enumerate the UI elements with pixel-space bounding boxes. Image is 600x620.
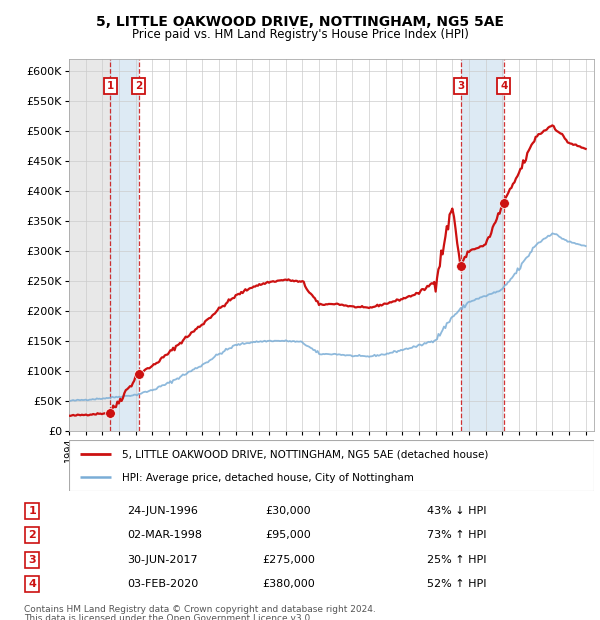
Text: HPI: Average price, detached house, City of Nottingham: HPI: Average price, detached house, City… bbox=[121, 473, 413, 483]
FancyBboxPatch shape bbox=[69, 440, 594, 491]
Text: 5, LITTLE OAKWOOD DRIVE, NOTTINGHAM, NG5 5AE: 5, LITTLE OAKWOOD DRIVE, NOTTINGHAM, NG5… bbox=[96, 16, 504, 30]
Text: 2: 2 bbox=[135, 81, 142, 91]
Text: 2: 2 bbox=[28, 530, 36, 540]
Text: £95,000: £95,000 bbox=[266, 530, 311, 540]
Text: 24-JUN-1996: 24-JUN-1996 bbox=[127, 506, 198, 516]
Text: £30,000: £30,000 bbox=[266, 506, 311, 516]
Bar bbox=[69, 59, 110, 431]
Bar bbox=[461, 59, 504, 431]
Text: 4: 4 bbox=[500, 81, 508, 91]
Bar bbox=[110, 59, 139, 431]
Text: Price paid vs. HM Land Registry's House Price Index (HPI): Price paid vs. HM Land Registry's House … bbox=[131, 28, 469, 41]
Text: 1: 1 bbox=[107, 81, 114, 91]
Text: 3: 3 bbox=[457, 81, 464, 91]
Bar bbox=[69, 59, 110, 431]
Text: £275,000: £275,000 bbox=[262, 555, 315, 565]
Text: 3: 3 bbox=[28, 555, 36, 565]
Text: 25% ↑ HPI: 25% ↑ HPI bbox=[427, 555, 486, 565]
Text: 73% ↑ HPI: 73% ↑ HPI bbox=[427, 530, 486, 540]
Text: 52% ↑ HPI: 52% ↑ HPI bbox=[427, 579, 486, 589]
Text: Contains HM Land Registry data © Crown copyright and database right 2024.: Contains HM Land Registry data © Crown c… bbox=[24, 605, 376, 614]
Text: 1: 1 bbox=[28, 506, 36, 516]
Text: 4: 4 bbox=[28, 579, 36, 589]
Text: This data is licensed under the Open Government Licence v3.0.: This data is licensed under the Open Gov… bbox=[24, 614, 313, 620]
Text: 03-FEB-2020: 03-FEB-2020 bbox=[127, 579, 199, 589]
Text: 30-JUN-2017: 30-JUN-2017 bbox=[127, 555, 198, 565]
Text: £380,000: £380,000 bbox=[262, 579, 315, 589]
Text: 02-MAR-1998: 02-MAR-1998 bbox=[127, 530, 202, 540]
Text: 5, LITTLE OAKWOOD DRIVE, NOTTINGHAM, NG5 5AE (detached house): 5, LITTLE OAKWOOD DRIVE, NOTTINGHAM, NG5… bbox=[121, 450, 488, 459]
Text: 43% ↓ HPI: 43% ↓ HPI bbox=[427, 506, 486, 516]
